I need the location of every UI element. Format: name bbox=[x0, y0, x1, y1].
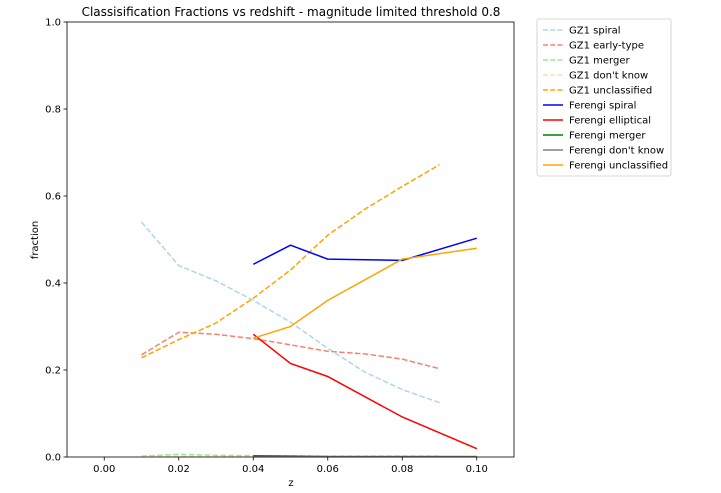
legend-label-ferengi-unclassified: Ferengi unclassified bbox=[569, 161, 668, 172]
legend-label-gz1-merger: GZ1 merger bbox=[569, 56, 630, 67]
y-tick-label: 0.8 bbox=[45, 105, 61, 116]
legend-frame bbox=[536, 18, 672, 177]
legend: GZ1 spiral GZ1 early-type GZ1 merger GZ1 do… bbox=[536, 18, 672, 177]
x-axis-label: z bbox=[288, 478, 293, 489]
series-line-ferengi-spiral bbox=[252, 237, 478, 265]
legend-label-ferengi-elliptical: Ferengi elliptical bbox=[569, 116, 651, 127]
plot-border bbox=[66, 21, 515, 458]
y-axis-label: fraction bbox=[30, 221, 41, 259]
legend-label-gz1-early-type: GZ1 early-type bbox=[569, 41, 644, 52]
legend-label-gz1-spiral: GZ1 spiral bbox=[569, 26, 621, 37]
legend-label-gz1-unclassified: GZ1 unclassified bbox=[569, 86, 652, 97]
y-tick-label: 0.6 bbox=[45, 192, 61, 203]
series-line-ferengi-elliptical bbox=[252, 333, 478, 450]
series-line-ferengi-unclassified bbox=[253, 247, 477, 339]
series-line-gz1-spiral bbox=[140, 221, 440, 404]
y-tick-label: 0.0 bbox=[45, 453, 61, 464]
x-tick-label: 0.08 bbox=[391, 464, 413, 475]
legend-label-ferengi-don-t-know: Ferengi don't know bbox=[569, 146, 664, 157]
y-tick-label: 0.2 bbox=[45, 366, 61, 377]
chart-title: Classisification Fractions vs redshift -… bbox=[82, 5, 501, 19]
legend-label-ferengi-spiral: Ferengi spiral bbox=[569, 101, 636, 112]
x-tick-label: 0.10 bbox=[466, 464, 488, 475]
x-tick-label: 0.00 bbox=[93, 464, 115, 475]
plot-area bbox=[67, 22, 514, 457]
y-axis: 0.0 0.2 0.4 0.6 0.8 1.0 bbox=[45, 18, 67, 464]
legend-label-ferengi-merger: Ferengi merger bbox=[569, 131, 646, 142]
series-line-gz1-early-type bbox=[141, 331, 440, 370]
x-tick-label: 0.06 bbox=[317, 464, 339, 475]
legend-label-gz1-don-t-know: GZ1 don't know bbox=[569, 71, 648, 82]
x-tick-label: 0.02 bbox=[168, 464, 190, 475]
y-tick-label: 1.0 bbox=[45, 18, 61, 29]
x-axis: 0.00 0.02 0.04 0.06 0.08 0.10 bbox=[93, 457, 488, 475]
x-tick-label: 0.04 bbox=[242, 464, 264, 475]
y-tick-label: 0.4 bbox=[45, 279, 61, 290]
